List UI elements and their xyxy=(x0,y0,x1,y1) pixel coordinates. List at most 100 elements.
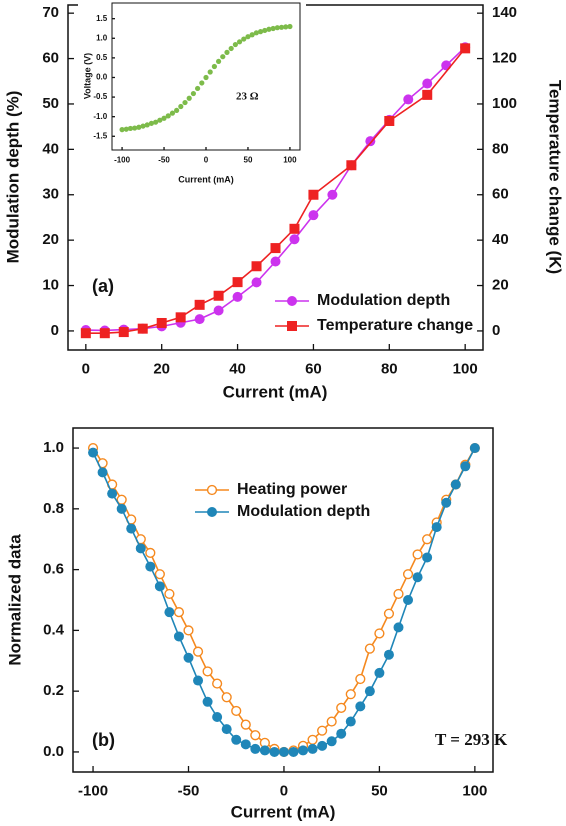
x-tick-label: 0 xyxy=(280,782,288,799)
marker xyxy=(253,30,259,36)
y-tick-label: 30 xyxy=(42,186,59,203)
marker xyxy=(231,705,242,717)
x-tick-label: 50 xyxy=(371,782,388,799)
marker xyxy=(118,327,129,338)
marker xyxy=(161,115,167,121)
annotation: (b) xyxy=(92,730,115,750)
annotation: T = 293 K xyxy=(435,730,508,749)
marker xyxy=(206,484,218,496)
marker xyxy=(422,552,433,563)
marker xyxy=(403,94,414,105)
inset-background xyxy=(78,0,306,192)
marker xyxy=(412,572,423,583)
marker xyxy=(262,27,268,34)
y-axis-label: Voltage (V) xyxy=(82,53,92,99)
marker xyxy=(298,745,309,756)
marker xyxy=(211,63,217,70)
marker xyxy=(220,54,226,60)
marker xyxy=(140,123,146,129)
marker xyxy=(136,124,142,130)
y-tick-label: 60 xyxy=(42,50,59,67)
x-tick-label: 80 xyxy=(381,360,398,377)
marker xyxy=(232,41,238,48)
marker xyxy=(99,328,110,339)
marker xyxy=(212,711,223,722)
y2-tick-label: 20 xyxy=(492,277,509,294)
x-tick-label: -100 xyxy=(78,782,108,799)
marker xyxy=(287,23,293,30)
plot-frame xyxy=(72,427,494,773)
marker xyxy=(154,581,165,592)
marker xyxy=(393,588,404,600)
marker xyxy=(326,716,337,727)
marker xyxy=(308,210,319,221)
y2-tick-label: 40 xyxy=(492,231,509,248)
marker xyxy=(194,299,205,310)
marker xyxy=(236,39,243,45)
x-tick-label: 100 xyxy=(462,782,487,799)
marker xyxy=(412,549,423,560)
y-tick-label: -1.5 xyxy=(93,131,107,140)
marker xyxy=(403,595,414,605)
y2-tick-label: 60 xyxy=(492,186,509,203)
marker xyxy=(228,45,234,52)
y-tick-label: 0.2 xyxy=(43,682,64,699)
legend-label: Modulation depth xyxy=(317,292,450,309)
marker xyxy=(327,189,338,200)
x-tick-label: -50 xyxy=(158,156,170,165)
marker xyxy=(345,716,356,727)
legend-label: Modulation depth xyxy=(237,503,370,520)
marker xyxy=(156,317,167,328)
marker xyxy=(195,85,201,92)
marker xyxy=(202,666,213,677)
marker xyxy=(364,643,375,654)
marker xyxy=(251,277,262,288)
marker xyxy=(307,734,318,745)
marker xyxy=(127,125,134,132)
plot-frame xyxy=(111,2,301,151)
panel: -100 -50 0 50 100 -1.5 -1.0 -0.5 0.0 0.5 1.0 1.5 Cur… xyxy=(78,0,306,192)
y-tick-label: 40 xyxy=(42,140,59,157)
x-tick-label: 20 xyxy=(153,360,170,377)
y-tick-label: 0.0 xyxy=(96,73,108,82)
marker xyxy=(221,692,232,703)
marker xyxy=(165,113,171,119)
marker xyxy=(144,122,150,128)
marker xyxy=(194,314,205,325)
marker xyxy=(245,34,251,40)
x-axis-label: Current (mA) xyxy=(178,174,234,184)
marker xyxy=(88,447,99,458)
marker xyxy=(224,49,230,55)
marker xyxy=(307,743,318,754)
y2-tick-label: 0 xyxy=(492,322,500,339)
y-tick-label: 20 xyxy=(42,231,59,248)
marker xyxy=(190,90,197,97)
marker xyxy=(345,689,356,700)
marker xyxy=(164,588,175,600)
x-tick-label: 0 xyxy=(82,360,90,377)
marker xyxy=(241,36,247,42)
marker xyxy=(207,69,213,75)
marker xyxy=(123,126,129,132)
marker xyxy=(283,24,289,30)
y2-tick-label: 80 xyxy=(492,140,509,157)
marker xyxy=(213,290,224,301)
marker xyxy=(249,32,255,38)
y-tick-label: 0.6 xyxy=(43,561,64,578)
marker xyxy=(374,667,385,678)
y-tick-label: 70 xyxy=(42,4,59,21)
marker xyxy=(148,120,155,126)
marker xyxy=(288,746,299,757)
marker xyxy=(384,115,395,126)
marker xyxy=(137,323,148,334)
marker xyxy=(186,95,192,101)
panel: 0 20 40 60 80 100 0 10 20 30 40 50 60 70 0 20 40 60 80 100 1… xyxy=(3,4,564,401)
marker xyxy=(251,261,262,272)
marker xyxy=(240,719,251,730)
marker xyxy=(169,110,176,116)
marker xyxy=(431,522,442,533)
marker xyxy=(175,312,186,323)
marker xyxy=(460,461,471,472)
x-tick-label: 100 xyxy=(283,156,297,165)
